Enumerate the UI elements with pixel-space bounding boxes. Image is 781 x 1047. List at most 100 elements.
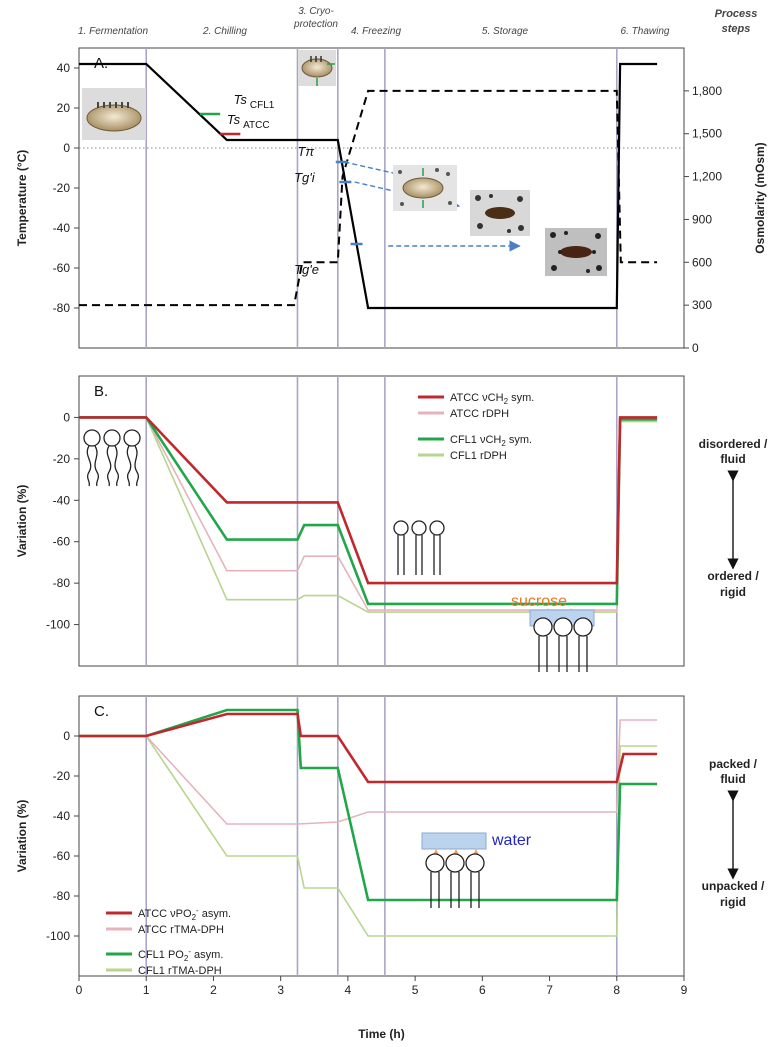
- y-right-tick-label: 1,500: [692, 127, 722, 141]
- step-label-cryoprotection-1: 3. Cryo-: [298, 6, 334, 17]
- process-steps-title-1: Process: [715, 8, 758, 20]
- legend-label: CFL1 rTMA-DPH: [138, 965, 222, 977]
- legend-label: ATCC νPO2- asym.: [138, 906, 231, 922]
- panel-b: 0 -20 -40 -60 -80 -100 B. Variation (%) ATCC νCH…: [15, 375, 768, 667]
- y-tick-label: -60: [53, 849, 71, 863]
- bacterium-freezing-image-2: [470, 190, 530, 236]
- series-line-cfl1_main: [79, 708, 658, 902]
- osmolarity-line: [79, 89, 658, 307]
- step-label-fermentation: 1. Fermentation: [78, 26, 148, 37]
- step-label-cryoprotection-2: protection: [293, 19, 338, 30]
- y-axis-label: Variation (%): [15, 800, 29, 873]
- panel-c: 0 -20 -40 -60 -80 -100 C. Variation (%) ATCC νPO…: [15, 695, 765, 1041]
- series-line-atcc_main: [79, 416, 658, 585]
- legend-label: ATCC rTMA-DPH: [138, 924, 224, 936]
- annotation-ts: Ts ATCC: [227, 112, 270, 131]
- water-illustration: [421, 832, 487, 908]
- step-label-chilling: 2. Chilling: [202, 26, 247, 37]
- y-tick-label: 0: [63, 141, 70, 155]
- x-tick-label: 2: [210, 983, 217, 997]
- bacterium-storage-image: [545, 228, 607, 276]
- y-tick-label: -60: [53, 261, 71, 275]
- y-right-tick-label: 900: [692, 212, 712, 226]
- y-tick-label: 20: [57, 101, 71, 115]
- side-label-bottom: ordered /: [707, 569, 759, 583]
- series-line-atcc_light: [79, 719, 658, 825]
- y-right-tick-label: 1,800: [692, 84, 722, 98]
- series-line-atcc_main: [79, 712, 658, 784]
- step-label-thawing: 6. Thawing: [621, 26, 670, 37]
- side-label-bottom: rigid: [720, 585, 746, 599]
- x-tick-label: 1: [143, 983, 150, 997]
- legend-label: ATCC rDPH: [450, 408, 509, 420]
- x-tick-label: 7: [546, 983, 553, 997]
- step-label-storage: 5. Storage: [482, 26, 529, 37]
- y-right-tick-label: 1,200: [692, 170, 722, 184]
- plot-frame: [78, 47, 685, 349]
- bacterium-cryoprotection-image: [298, 50, 336, 86]
- y-tick-label: -100: [46, 929, 70, 943]
- annotation-t: Tπ: [297, 144, 314, 159]
- step-label-freezing: 4. Freezing: [351, 26, 401, 37]
- lipid-fluid-illustration: [83, 429, 141, 487]
- legend-label: CFL1 νCH2 sym.: [450, 434, 532, 448]
- y-tick-label: -60: [53, 535, 71, 549]
- y-tick-label: 40: [57, 61, 71, 75]
- x-tick-label: 8: [613, 983, 620, 997]
- x-tick-label: 5: [412, 983, 419, 997]
- x-axis-label: Time (h): [358, 1027, 404, 1041]
- panel-label: C.: [94, 703, 109, 720]
- bacterium-freezing-image-1: [393, 165, 457, 211]
- series-line-cfl1_main: [79, 416, 658, 606]
- series-line-cfl1_light: [79, 735, 658, 937]
- panel-label: B.: [94, 383, 108, 400]
- y-tick-label: -20: [53, 181, 71, 195]
- plot-frame: [78, 375, 685, 667]
- y-right-axis-label: Osmolarity (mOsm): [753, 142, 767, 253]
- x-tick-label: 9: [681, 983, 688, 997]
- x-tick-label: 4: [345, 983, 352, 997]
- y-tick-label: -40: [53, 809, 71, 823]
- lipid-ordered-illustration: [393, 520, 445, 575]
- y-tick-label: -80: [53, 889, 71, 903]
- annotation-ts: Ts CFL1: [234, 92, 275, 111]
- panel-a-illustrations: [82, 50, 607, 276]
- side-label-top: fluid: [720, 452, 745, 466]
- legend-label: CFL1 PO2- asym.: [138, 947, 223, 963]
- side-label-bottom: rigid: [720, 895, 746, 909]
- sucrose-label: sucrose: [511, 593, 567, 610]
- annotation-tgi: Tg'i: [294, 170, 316, 185]
- x-tick-label: 0: [76, 983, 83, 997]
- process-steps-title-2: steps: [722, 23, 751, 35]
- process-steps-header: 1. Fermentation 2. Chilling 3. Cryo- pro…: [78, 6, 757, 37]
- sucrose-illustration: [529, 608, 595, 672]
- water-label: water: [491, 832, 532, 849]
- y-tick-label: -40: [53, 493, 71, 507]
- x-tick-label: 6: [479, 983, 486, 997]
- y-tick-label: -100: [46, 618, 70, 632]
- side-label-bottom: unpacked /: [702, 879, 765, 893]
- side-label-top: packed /: [709, 757, 758, 771]
- y-tick-label: 0: [63, 410, 70, 424]
- legend-label: ATCC νCH2 sym.: [450, 392, 534, 406]
- y-tick-label: -20: [53, 769, 71, 783]
- side-label-top: fluid: [720, 772, 745, 786]
- temperature-line: [79, 62, 658, 310]
- annotation-tge: Tg'e: [294, 262, 319, 277]
- x-tick-label: 3: [277, 983, 284, 997]
- y-right-tick-label: 600: [692, 255, 712, 269]
- y-axis-label: Temperature (°C): [15, 150, 29, 247]
- y-tick-label: -80: [53, 576, 71, 590]
- bacterium-fermentation-image: [82, 88, 146, 140]
- y-tick-label: -40: [53, 221, 71, 235]
- side-label-top: disordered /: [699, 437, 768, 451]
- y-axis-label: Variation (%): [15, 485, 29, 558]
- legend-label: CFL1 rDPH: [450, 450, 507, 462]
- y-right-tick-label: 0: [692, 341, 699, 355]
- y-tick-label: -80: [53, 301, 71, 315]
- y-right-tick-label: 300: [692, 298, 712, 312]
- y-tick-label: 0: [63, 729, 70, 743]
- y-tick-label: -20: [53, 452, 71, 466]
